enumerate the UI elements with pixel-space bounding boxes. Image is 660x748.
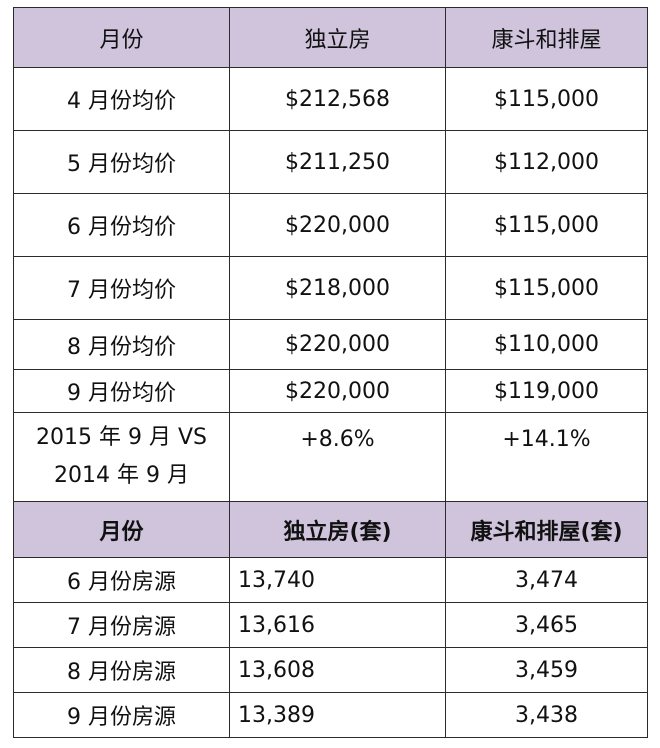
price-row: 8 月份均价 $220,000 $110,000 — [13, 319, 648, 370]
inventory-detached: 13,608 — [229, 647, 446, 693]
inventory-month: 6 月份房源 — [13, 557, 230, 603]
comparison-row: 2015 年 9 月 VS 2014 年 9 月 +8.6% +14.1% — [13, 412, 648, 502]
inventory-condo: 3,474 — [445, 557, 648, 603]
price-row: 4 月份均价 $212,568 $115,000 — [13, 67, 648, 131]
condo-price: $115,000 — [445, 67, 648, 131]
detached-price: $212,568 — [229, 67, 446, 131]
month-label: 7 月份均价 — [13, 256, 230, 320]
inventory-detached: 13,740 — [229, 557, 446, 603]
header-detached: 独立房 — [229, 7, 446, 68]
month-label: 9 月份均价 — [13, 369, 230, 413]
inventory-header-detached: 独立房(套) — [229, 501, 446, 558]
month-label: 4 月份均价 — [13, 67, 230, 131]
inventory-header-row: 月份 独立房(套) 康斗和排屋(套) — [13, 501, 648, 558]
month-label: 5 月份均价 — [13, 130, 230, 194]
detached-price: $220,000 — [229, 319, 446, 370]
condo-price: $119,000 — [445, 369, 648, 413]
detached-price: $218,000 — [229, 256, 446, 320]
detached-price: $220,000 — [229, 369, 446, 413]
inventory-row: 8 月份房源 13,608 3,459 — [13, 647, 648, 693]
month-label: 8 月份均价 — [13, 319, 230, 370]
housing-price-table: 月份 独立房 康斗和排屋 4 月份均价 $212,568 $115,000 5 … — [13, 7, 648, 738]
price-row: 7 月份均价 $218,000 $115,000 — [13, 256, 648, 320]
price-row: 9 月份均价 $220,000 $119,000 — [13, 369, 648, 413]
condo-price: $115,000 — [445, 193, 648, 257]
inventory-detached: 13,616 — [229, 602, 446, 648]
inventory-row: 6 月份房源 13,740 3,474 — [13, 557, 648, 603]
month-label: 6 月份均价 — [13, 193, 230, 257]
condo-price: $115,000 — [445, 256, 648, 320]
condo-price: $110,000 — [445, 319, 648, 370]
comparison-label-line2: 2014 年 9 月 — [54, 463, 189, 488]
inventory-condo: 3,459 — [445, 647, 648, 693]
detached-price: $220,000 — [229, 193, 446, 257]
inventory-condo: 3,438 — [445, 692, 648, 738]
header-month: 月份 — [13, 7, 230, 68]
comparison-label-line1: 2015 年 9 月 VS — [36, 425, 207, 450]
inventory-header-condo: 康斗和排屋(套) — [445, 501, 648, 558]
inventory-month: 7 月份房源 — [13, 602, 230, 648]
condo-price: $112,000 — [445, 130, 648, 194]
inventory-condo: 3,465 — [445, 602, 648, 648]
inventory-month: 9 月份房源 — [13, 692, 230, 738]
condo-change: +14.1% — [445, 412, 648, 502]
inventory-header-month: 月份 — [13, 501, 230, 558]
detached-price: $211,250 — [229, 130, 446, 194]
detached-change: +8.6% — [229, 412, 446, 502]
price-row: 6 月份均价 $220,000 $115,000 — [13, 193, 648, 257]
comparison-label: 2015 年 9 月 VS 2014 年 9 月 — [13, 412, 230, 502]
price-header-row: 月份 独立房 康斗和排屋 — [13, 7, 648, 68]
header-condo-townhouse: 康斗和排屋 — [445, 7, 648, 68]
inventory-row: 7 月份房源 13,616 3,465 — [13, 602, 648, 648]
price-row: 5 月份均价 $211,250 $112,000 — [13, 130, 648, 194]
inventory-month: 8 月份房源 — [13, 647, 230, 693]
inventory-detached: 13,389 — [229, 692, 446, 738]
inventory-row: 9 月份房源 13,389 3,438 — [13, 692, 648, 738]
